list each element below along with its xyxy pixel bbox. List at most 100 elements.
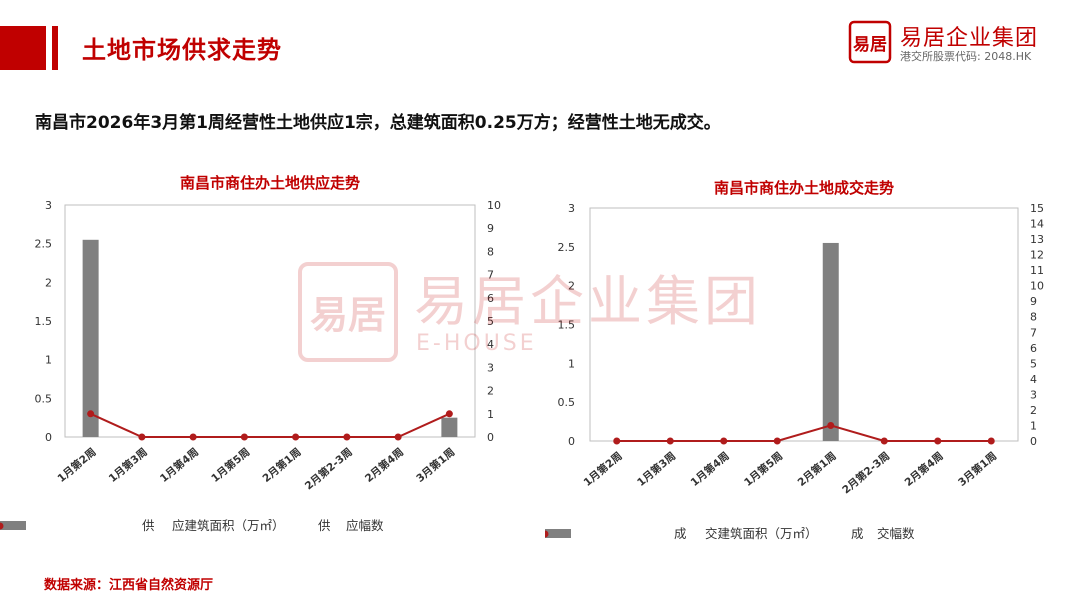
- y-right-tick-label: 1: [1030, 419, 1037, 432]
- y-right-tick-label: 2: [1030, 404, 1037, 417]
- y-left-tick-label: 2: [568, 280, 575, 293]
- y-right-tick-label: 15: [1030, 202, 1044, 215]
- bar: [82, 239, 99, 437]
- legend-line-label: 成交幅数: [851, 526, 915, 541]
- header-accent-stripe: [52, 26, 58, 70]
- line-point: [666, 437, 674, 445]
- line-point: [720, 437, 728, 445]
- x-category-label: 1月第4周: [157, 445, 201, 485]
- y-right-tick-label: 7: [487, 269, 494, 282]
- x-category-label: 2月第1周: [260, 445, 304, 485]
- line-point: [987, 437, 995, 445]
- legend-bar-swatch: [545, 529, 571, 538]
- legend-bar-label: 成交建筑面积（万㎡）: [674, 526, 818, 541]
- y-left-tick-label: 2.5: [35, 238, 53, 251]
- y-left-tick-label: 0: [568, 435, 575, 448]
- x-category-label: 2月第4周: [902, 449, 946, 489]
- line-point: [292, 433, 300, 441]
- x-category-label: 2月第4周: [362, 445, 406, 485]
- legend-line-label: 供应幅数: [318, 518, 384, 533]
- x-category-label: 3月第1周: [414, 445, 458, 485]
- x-category-label: 1月第3周: [106, 445, 150, 485]
- y-right-tick-label: 14: [1030, 218, 1044, 231]
- y-right-tick-label: 10: [487, 199, 501, 212]
- y-right-tick-label: 3: [487, 361, 494, 374]
- y-right-tick-label: 0: [1030, 435, 1037, 448]
- y-right-tick-label: 6: [1030, 342, 1037, 355]
- y-left-tick-label: 0: [45, 431, 52, 444]
- line-point: [827, 421, 835, 429]
- x-category-label: 2月第2-3周: [840, 449, 893, 496]
- y-left-tick-label: 1.5: [35, 315, 53, 328]
- y-left-tick-label: 2.5: [558, 241, 576, 254]
- y-right-tick-label: 0: [487, 431, 494, 444]
- line-point: [189, 433, 197, 441]
- y-left-tick-label: 1.5: [558, 319, 576, 332]
- y-right-tick-label: 4: [1030, 373, 1037, 386]
- page-title: 土地市场供求走势: [82, 36, 282, 64]
- x-category-label: 1月第2周: [581, 449, 625, 489]
- logo-name: 易居企业集团: [900, 26, 1039, 51]
- logo-seal-icon: 易居: [848, 20, 892, 64]
- legend-line-marker: [0, 522, 4, 530]
- y-right-tick-label: 11: [1030, 264, 1044, 277]
- line-point: [87, 410, 95, 418]
- y-left-tick-label: 0.5: [35, 392, 53, 405]
- y-right-tick-label: 12: [1030, 249, 1044, 262]
- y-right-tick-label: 8: [487, 245, 494, 258]
- logo-stock-code: 港交所股票代码: 2048.HK: [900, 50, 1032, 63]
- y-right-tick-label: 6: [487, 292, 494, 305]
- y-left-tick-label: 0.5: [558, 396, 576, 409]
- x-category-label: 2月第1周: [795, 449, 839, 489]
- transaction-chart: 南昌市商住办土地成交走势00.511.522.53012345678910111…: [545, 179, 1044, 541]
- x-category-label: 1月第2周: [55, 445, 99, 485]
- company-logo: 易居 易居企业集团 港交所股票代码: 2048.HK: [848, 20, 1068, 68]
- chart-title: 南昌市商住办土地供应走势: [180, 174, 360, 192]
- y-right-tick-label: 9: [487, 222, 494, 235]
- y-left-tick-label: 3: [568, 202, 575, 215]
- x-category-label: 2月第2-3周: [302, 445, 355, 492]
- line-point: [934, 437, 942, 445]
- y-right-tick-label: 13: [1030, 233, 1044, 246]
- line-point: [138, 433, 146, 441]
- x-category-label: 1月第5周: [741, 449, 785, 489]
- x-category-label: 3月第1周: [955, 449, 999, 489]
- series-line: [616, 424, 992, 442]
- bar: [441, 417, 458, 437]
- y-right-tick-label: 2: [487, 385, 494, 398]
- supply-chart: 南昌市商住办土地供应走势 0 0.5 1 1.5 2 2.5 3 0 1 2 3 4 5 6 7 8 9 10 1月第…: [0, 174, 501, 533]
- series-line: [90, 412, 450, 438]
- line-point: [880, 437, 888, 445]
- summary-headline: 南昌市2026年3月第1周经营性土地供应1宗，总建筑面积0.25万方；经营性土地…: [35, 113, 721, 133]
- header-accent-bar: [0, 26, 46, 70]
- y-right-tick-label: 9: [1030, 295, 1037, 308]
- chart-title: 南昌市商住办土地成交走势: [714, 179, 894, 197]
- plot-area: [589, 207, 1019, 442]
- y-right-tick-label: 1: [487, 408, 494, 421]
- y-right-tick-label: 4: [487, 338, 494, 351]
- line-point: [343, 433, 351, 441]
- line-point: [613, 437, 621, 445]
- legend-bar-swatch: [0, 521, 26, 530]
- legend-line-marker: [545, 530, 549, 538]
- line-point: [240, 433, 248, 441]
- y-right-tick-label: 10: [1030, 280, 1044, 293]
- y-right-tick-label: 7: [1030, 326, 1037, 339]
- y-left-tick-label: 2: [45, 276, 52, 289]
- logo-seal-text: 易居: [853, 35, 887, 55]
- x-category-label: 1月第5周: [209, 445, 253, 485]
- line-point: [445, 410, 453, 418]
- line-point: [394, 433, 402, 441]
- plot-area: [64, 204, 476, 438]
- y-right-tick-label: 8: [1030, 311, 1037, 324]
- y-right-tick-label: 3: [1030, 388, 1037, 401]
- data-source-note: 数据来源：江西省自然资源厅: [44, 578, 214, 593]
- legend-bar-label: 供应建筑面积（万㎡）: [142, 518, 285, 533]
- y-left-tick-label: 1: [45, 354, 52, 367]
- y-left-tick-label: 3: [45, 199, 52, 212]
- y-left-tick-label: 1: [568, 357, 575, 370]
- x-category-label: 1月第3周: [634, 449, 678, 489]
- line-point: [773, 437, 781, 445]
- y-right-tick-label: 5: [1030, 357, 1037, 370]
- x-category-label: 1月第4周: [688, 449, 732, 489]
